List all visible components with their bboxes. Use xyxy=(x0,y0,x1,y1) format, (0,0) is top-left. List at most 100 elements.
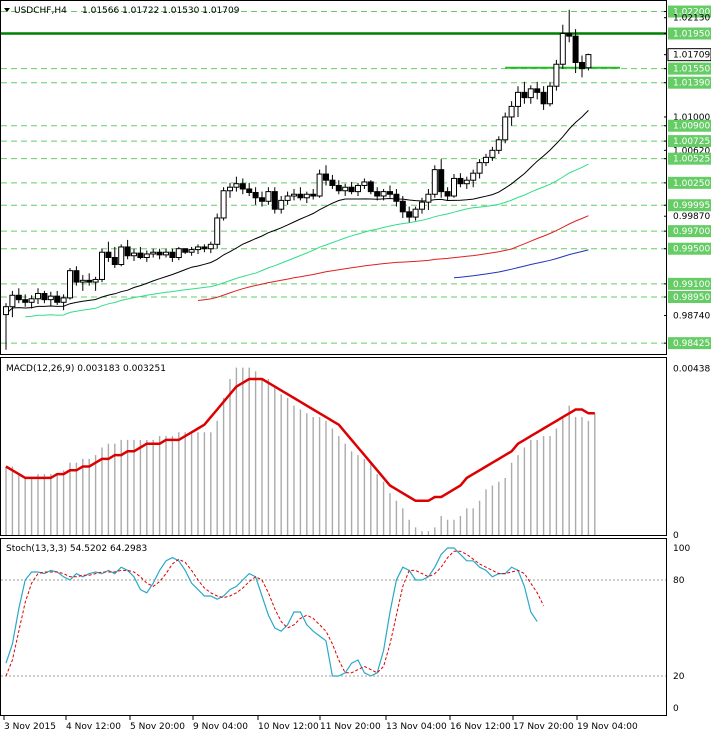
stoch-scale-label: 100 xyxy=(673,544,690,554)
price-scale-label: 1.02130 xyxy=(673,14,710,24)
stochastic-pane-frame xyxy=(0,538,667,716)
candle xyxy=(316,169,323,198)
time-axis-label: 13 Nov 04:00 xyxy=(386,722,447,732)
candle xyxy=(278,196,285,214)
candle xyxy=(297,187,304,201)
price-scale-label: 1.01390 xyxy=(673,79,710,89)
candle xyxy=(399,196,406,218)
price-scale-label: 1.01550 xyxy=(673,65,710,75)
candle xyxy=(483,153,489,167)
candle xyxy=(380,188,387,201)
candle xyxy=(92,276,99,291)
candle xyxy=(60,294,67,311)
candle xyxy=(515,86,521,117)
candle xyxy=(265,187,272,205)
ma-slow-line xyxy=(197,215,589,301)
candle xyxy=(521,81,528,104)
candle xyxy=(35,288,41,305)
candle xyxy=(118,244,125,267)
ma-mid-line xyxy=(25,163,589,318)
candle xyxy=(99,248,105,283)
candle xyxy=(22,294,29,307)
candles xyxy=(3,9,592,350)
time-axis-label: 4 Nov 12:00 xyxy=(66,722,121,732)
candle xyxy=(131,248,137,262)
candle xyxy=(374,187,381,201)
price-scale-label: 0.98740 xyxy=(673,311,710,321)
candle xyxy=(156,248,163,260)
macd-title: MACD(12,26,9) 0.003183 0.003251 xyxy=(6,364,166,374)
candle xyxy=(169,248,176,262)
price-scale-label: 1.01950 xyxy=(673,30,710,40)
candle xyxy=(188,246,195,256)
price-pane-frame xyxy=(0,0,667,355)
price-scale-label: 0.98950 xyxy=(673,293,710,303)
candle xyxy=(387,185,393,198)
candle xyxy=(470,169,477,188)
candle xyxy=(214,213,221,249)
stoch-title: Stoch(13,3,3) 54.5202 64.2983 xyxy=(6,544,147,554)
candle xyxy=(137,246,144,260)
candle xyxy=(150,248,157,258)
candle xyxy=(323,165,329,186)
time-axis-label: 16 Nov 12:00 xyxy=(450,722,511,732)
candle xyxy=(28,295,35,309)
price-scale-label: 0.99500 xyxy=(673,245,710,255)
price-scale-label: 1.00620 xyxy=(673,146,710,156)
candle xyxy=(86,273,93,286)
macd-scale-label: 0.00438 xyxy=(673,364,710,374)
candle xyxy=(111,246,118,269)
candle xyxy=(406,206,413,223)
macd-pane-frame xyxy=(0,357,667,536)
candle xyxy=(303,191,310,204)
macd-signal-line xyxy=(5,377,595,503)
candle xyxy=(412,206,419,221)
candle xyxy=(579,55,585,78)
candle xyxy=(259,191,265,207)
price-scale-label: 1.02200 xyxy=(673,8,710,18)
time-axis-label: 17 Nov 20:00 xyxy=(513,722,574,732)
candle xyxy=(342,183,349,197)
price-scale-label: 1.00525 xyxy=(673,155,710,165)
candle xyxy=(143,250,150,262)
candle xyxy=(572,29,579,74)
candle xyxy=(502,112,509,144)
candle xyxy=(271,187,278,214)
price-scale-label: 0.98425 xyxy=(673,339,710,349)
dropdown-triangle-icon[interactable] xyxy=(4,8,10,12)
candle xyxy=(284,191,291,205)
price-scale-label: 0.99995 xyxy=(673,201,710,211)
candle xyxy=(227,182,233,198)
candle xyxy=(463,176,470,189)
price-scale-label: 1.00725 xyxy=(673,137,710,147)
price-scale-label: 0.99100 xyxy=(673,280,710,290)
candle xyxy=(195,244,201,254)
candle xyxy=(489,146,496,161)
stoch-scale-label: 80 xyxy=(673,576,685,586)
candle xyxy=(310,188,317,200)
price-scale-label: 1.01709 xyxy=(673,51,710,61)
macd-scale: 0.00438 0 xyxy=(673,364,710,541)
candle xyxy=(355,182,361,197)
stoch-scale-label: 0 xyxy=(673,704,679,714)
candle xyxy=(566,9,573,43)
candle xyxy=(47,291,54,306)
candle xyxy=(585,53,592,71)
price-scale-label: 1.01000 xyxy=(673,113,710,123)
time-axis-label: 5 Nov 20:00 xyxy=(130,722,185,732)
candle xyxy=(559,24,566,69)
candle xyxy=(527,85,534,104)
time-axis-label: 10 Nov 12:00 xyxy=(258,722,319,732)
ma-long-line xyxy=(453,249,589,279)
candle xyxy=(367,180,374,195)
time-axis-label: 3 Nov 2015 xyxy=(4,722,56,732)
time-axis: 3 Nov 2015 4 Nov 12:00 5 Nov 20:00 9 Nov 04… xyxy=(3,716,638,732)
candle xyxy=(329,174,336,189)
macd-pane[interactable]: MACD(12,26,9) 0.003183 0.003251 0.00438 0 xyxy=(5,364,710,541)
stochastic-pane[interactable]: Stoch(13,3,3) 54.5202 64.2983 100 80 20 0 xyxy=(1,544,690,714)
candle xyxy=(393,188,400,207)
candle xyxy=(508,101,515,126)
